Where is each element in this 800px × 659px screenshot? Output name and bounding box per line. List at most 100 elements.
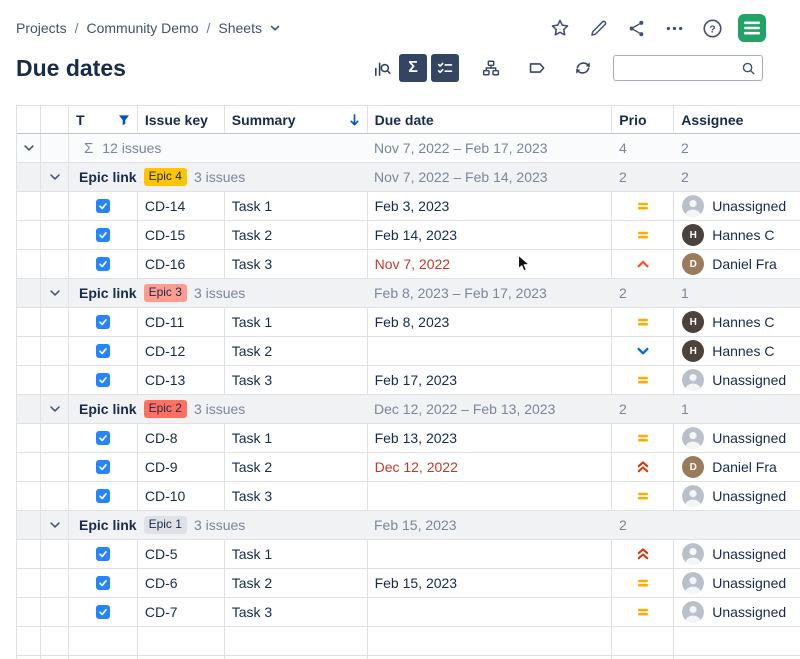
star-icon[interactable]: [548, 16, 572, 40]
task-type-icon[interactable]: [95, 199, 110, 213]
due-date-cell[interactable]: [368, 482, 613, 510]
due-date-cell[interactable]: Feb 13, 2023: [368, 424, 613, 452]
share-icon[interactable]: [624, 16, 648, 40]
task-type-icon[interactable]: [95, 460, 110, 474]
empty-cell[interactable]: [368, 656, 613, 659]
toolbar-button-report[interactable]: [367, 54, 395, 82]
epic-badge[interactable]: Epic 3: [143, 284, 187, 302]
empty-cell[interactable]: [225, 627, 368, 655]
empty-cell[interactable]: [138, 656, 225, 659]
priority-cell[interactable]: [612, 482, 675, 510]
search-icon[interactable]: [741, 61, 756, 76]
task-type-icon[interactable]: [95, 315, 110, 329]
search-input[interactable]: [620, 60, 741, 76]
empty-cell[interactable]: [225, 656, 368, 659]
task-type-icon[interactable]: [95, 257, 110, 271]
toolbar-button-hierarchy[interactable]: [477, 54, 505, 82]
due-date-cell[interactable]: [368, 337, 613, 365]
issue-type-cell[interactable]: [69, 366, 138, 394]
issue-key-cell[interactable]: CD-8: [138, 424, 225, 452]
issue-key-cell[interactable]: CD-14: [138, 192, 225, 220]
epic-badge[interactable]: Epic 1: [143, 516, 187, 534]
assignee-cell[interactable]: H Hannes C: [674, 308, 800, 336]
priority-cell[interactable]: [612, 424, 675, 452]
summary-cell[interactable]: Task 2: [225, 221, 368, 249]
task-type-icon[interactable]: [95, 576, 110, 590]
summary-cell[interactable]: Task 2: [225, 337, 368, 365]
due-date-cell[interactable]: Feb 15, 2023: [368, 569, 613, 597]
priority-cell[interactable]: [612, 337, 675, 365]
breadcrumb-community-demo[interactable]: Community Demo: [86, 20, 199, 36]
help-icon[interactable]: ?: [700, 16, 724, 40]
epic-group-row[interactable]: Epic link Epic 1 3 issues Feb 15, 2023 2: [17, 511, 800, 540]
issue-key-cell[interactable]: CD-10: [138, 482, 225, 510]
empty-cell[interactable]: [69, 627, 138, 655]
summary-cell[interactable]: Task 1: [225, 308, 368, 336]
filter-icon[interactable]: [118, 114, 130, 126]
assignee-cell[interactable]: Unassigned: [674, 540, 800, 568]
epic-group-row[interactable]: Epic link Epic 2 3 issues Dec 12, 2022 – Fe…: [17, 395, 800, 424]
priority-cell[interactable]: [612, 250, 675, 278]
due-date-cell[interactable]: Feb 3, 2023: [368, 192, 613, 220]
due-date-cell[interactable]: Feb 17, 2023: [368, 366, 613, 394]
priority-cell[interactable]: [612, 192, 675, 220]
issue-key-cell[interactable]: CD-11: [138, 308, 225, 336]
breadcrumb-sheets[interactable]: Sheets: [218, 20, 262, 36]
summary-cell[interactable]: Task 3: [225, 598, 368, 626]
summary-cell[interactable]: Task 3: [225, 366, 368, 394]
issue-key-cell[interactable]: CD-16: [138, 250, 225, 278]
summary-cell[interactable]: Task 1: [225, 424, 368, 452]
assignee-cell[interactable]: Unassigned: [674, 192, 800, 220]
collapse-chevron-icon[interactable]: [48, 286, 62, 300]
priority-cell[interactable]: [612, 453, 675, 481]
due-date-cell[interactable]: [368, 540, 613, 568]
issue-type-cell[interactable]: [69, 453, 138, 481]
breadcrumb-projects[interactable]: Projects: [16, 20, 67, 36]
issue-key-cell[interactable]: CD-13: [138, 366, 225, 394]
collapse-chevron-icon[interactable]: [48, 170, 62, 184]
assignee-cell[interactable]: Unassigned: [674, 482, 800, 510]
more-options-icon[interactable]: [662, 16, 686, 40]
priority-cell[interactable]: [612, 221, 675, 249]
issue-key-cell[interactable]: CD-6: [138, 569, 225, 597]
task-type-icon[interactable]: [95, 489, 110, 503]
issue-type-cell[interactable]: [69, 424, 138, 452]
assignee-cell[interactable]: Unassigned: [674, 569, 800, 597]
summary-cell[interactable]: Task 1: [225, 540, 368, 568]
empty-cell[interactable]: [674, 627, 800, 655]
summary-cell[interactable]: Task 1: [225, 192, 368, 220]
assignee-cell[interactable]: H Hannes C: [674, 337, 800, 365]
collapse-chevron-icon[interactable]: [22, 141, 36, 155]
assignee-cell[interactable]: D Daniel Fra: [674, 250, 800, 278]
column-header-summary[interactable]: Summary: [225, 106, 368, 133]
edit-pencil-icon[interactable]: [586, 16, 610, 40]
due-date-cell[interactable]: Nov 7, 2022: [368, 250, 613, 278]
column-header-t[interactable]: T: [69, 106, 138, 133]
summary-cell[interactable]: Task 3: [225, 250, 368, 278]
collapse-chevron-icon[interactable]: [48, 402, 62, 416]
task-type-icon[interactable]: [95, 431, 110, 445]
summary-cell[interactable]: Task 2: [225, 453, 368, 481]
column-header-due-date[interactable]: Due date: [368, 106, 613, 133]
collapse-chevron-icon[interactable]: [48, 518, 62, 532]
toolbar-button-checklist[interactable]: [431, 54, 459, 82]
summary-cell[interactable]: Task 2: [225, 569, 368, 597]
issue-type-cell[interactable]: [69, 308, 138, 336]
task-type-icon[interactable]: [95, 373, 110, 387]
chevron-down-icon[interactable]: [268, 21, 282, 35]
toolbar-button-sum[interactable]: Σ: [399, 54, 427, 82]
issue-type-cell[interactable]: [69, 337, 138, 365]
issue-type-cell[interactable]: [69, 540, 138, 568]
empty-cell[interactable]: [612, 627, 675, 655]
toolbar-button-refresh[interactable]: [569, 54, 597, 82]
task-type-icon[interactable]: [95, 605, 110, 619]
sort-desc-icon[interactable]: [349, 113, 360, 127]
epic-badge[interactable]: Epic 2: [143, 400, 187, 418]
due-date-cell[interactable]: [368, 598, 613, 626]
summary-cell[interactable]: Task 3: [225, 482, 368, 510]
issue-type-cell[interactable]: [69, 598, 138, 626]
assignee-cell[interactable]: H Hannes C: [674, 221, 800, 249]
issue-key-cell[interactable]: CD-15: [138, 221, 225, 249]
priority-cell[interactable]: [612, 366, 675, 394]
epic-badge[interactable]: Epic 4: [143, 168, 187, 186]
